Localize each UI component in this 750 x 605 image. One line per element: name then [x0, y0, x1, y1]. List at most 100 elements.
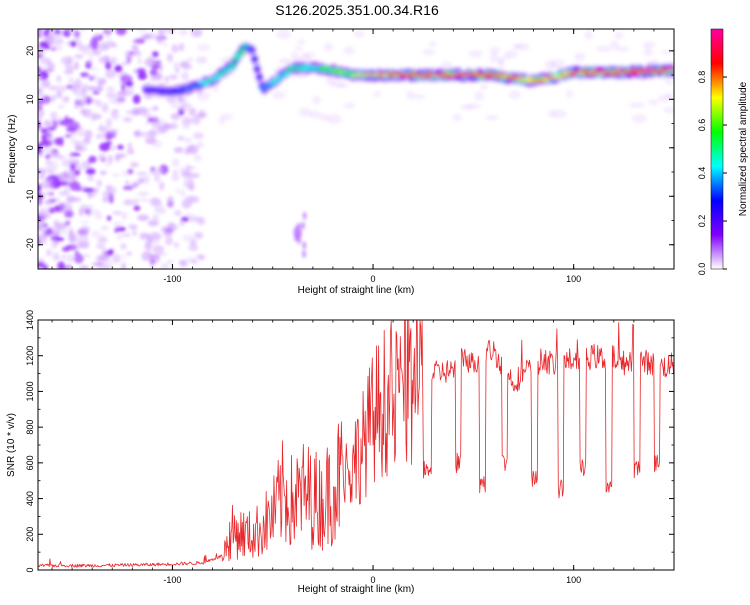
noise-blob: [38, 100, 45, 104]
noise-blob: [46, 249, 52, 257]
noise-blob: [97, 264, 110, 269]
noise-blob: [177, 136, 185, 141]
noise-blob: [63, 29, 73, 34]
noise-blob: [38, 144, 43, 154]
noise-blob: [185, 164, 190, 172]
ridge-mark: [525, 80, 533, 84]
noise-blob: [179, 219, 185, 226]
noise-blob: [159, 181, 165, 191]
noise-blob: [58, 136, 64, 147]
noise-blob: [183, 179, 195, 189]
noise-blob: [58, 202, 70, 206]
noise-blob: [165, 236, 173, 246]
noise-blob: [133, 197, 139, 207]
noise-blob: [196, 141, 204, 148]
noise-blob: [131, 225, 137, 232]
noise-blob: [182, 63, 193, 70]
noise-blob: [96, 179, 103, 188]
noise-blob: [91, 230, 101, 238]
noise-blob: [479, 84, 489, 90]
noise-blob: [107, 128, 120, 134]
heatmap-layer: [38, 29, 674, 269]
noise-blob: [156, 125, 168, 135]
noise-blob: [157, 252, 168, 256]
noise-blob: [191, 115, 201, 125]
noise-blob: [166, 53, 174, 63]
noise-blob: [131, 39, 141, 44]
y-tick-label: 1000: [25, 381, 35, 401]
noise-blob: [44, 199, 54, 206]
noise-blob: [97, 153, 107, 161]
noise-blob: [104, 55, 110, 62]
noise-blob: [93, 32, 100, 39]
x-tick-label: 100: [566, 575, 581, 585]
noise-blob: [136, 171, 148, 176]
ridge-mark: [533, 77, 540, 81]
ridge-mark: [542, 78, 550, 82]
ridge-mark: [318, 66, 326, 70]
ridge-mark: [631, 71, 639, 75]
noise-blob: [197, 44, 211, 52]
noise-blob: [51, 36, 63, 46]
noise-blob: [173, 242, 180, 248]
noise-blob: [132, 231, 137, 236]
noise-blob: [126, 251, 132, 256]
noise-blob: [180, 100, 187, 110]
noise-blob: [100, 225, 109, 231]
noise-blob: [144, 241, 153, 251]
noise-blob: [71, 29, 76, 36]
noise-blob: [54, 255, 61, 260]
noise-blob: [298, 107, 312, 117]
noise-blob: [38, 174, 44, 180]
ridge-mark: [629, 69, 636, 73]
noise-blob: [642, 41, 656, 48]
noise-blob: [468, 49, 483, 58]
noise-blob: [98, 33, 103, 41]
noise-blob: [68, 227, 74, 238]
noise-blob: [127, 168, 134, 175]
noise-blob: [61, 96, 70, 103]
noise-blob: [106, 215, 112, 221]
noise-blob: [180, 71, 189, 81]
noise-blob: [489, 53, 499, 64]
noise-blob: [38, 183, 42, 192]
noise-blob: [38, 66, 47, 72]
noise-blob: [99, 170, 107, 176]
noise-blob: [145, 174, 150, 185]
noise-blob: [429, 40, 437, 47]
noise-blob: [139, 35, 146, 41]
noise-blob: [152, 115, 159, 124]
noise-blob: [170, 100, 178, 109]
noise-blob: [116, 144, 124, 150]
y-tick-label: -10: [25, 190, 35, 203]
y-tick-label: 1200: [25, 346, 35, 366]
noise-blob: [63, 69, 74, 75]
noise-blob: [162, 42, 168, 47]
y-tick-label: 10: [25, 94, 35, 104]
noise-blob: [65, 254, 76, 263]
noise-blob: [83, 253, 90, 259]
noise-blob: [49, 119, 59, 129]
noise-blob: [68, 244, 78, 251]
noise-blob: [171, 158, 180, 168]
noise-blob: [105, 118, 112, 128]
y-tick-label: 400: [25, 491, 35, 506]
noise-blob: [648, 59, 659, 66]
noise-blob: [122, 116, 133, 123]
noise-blob: [99, 142, 111, 152]
noise-blob: [182, 234, 194, 242]
noise-blob: [83, 75, 94, 79]
noise-blob: [56, 228, 68, 235]
noise-blob: [127, 142, 133, 150]
ridge-mark: [338, 69, 345, 73]
noise-blob: [39, 218, 46, 226]
noise-blob: [41, 191, 51, 196]
noise-blob: [111, 43, 118, 48]
noise-blob: [75, 187, 83, 191]
noise-blob: [615, 46, 630, 52]
ridge-mark: [234, 54, 242, 58]
noise-blob: [88, 155, 97, 163]
noise-blob: [134, 130, 141, 138]
noise-blob: [74, 169, 81, 176]
